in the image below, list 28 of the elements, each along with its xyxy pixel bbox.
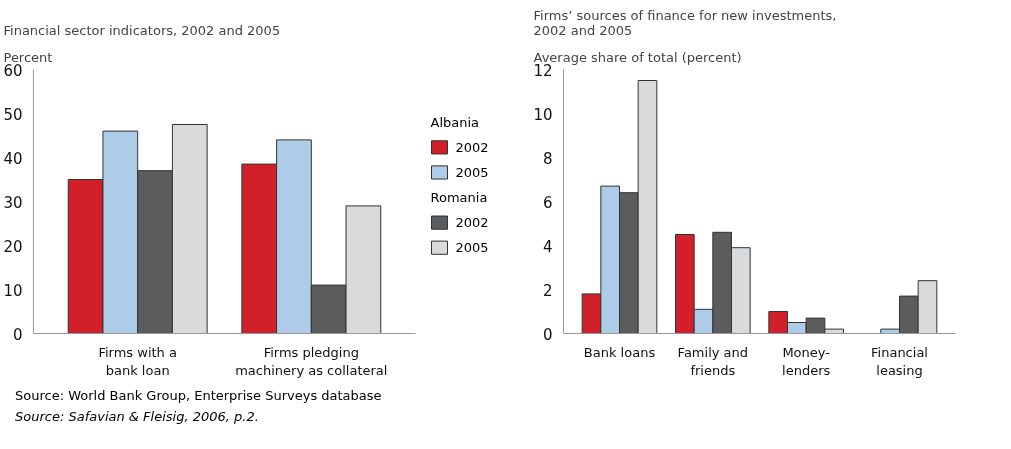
x-tick-label: Firms pledging machinery as collateral — [235, 344, 388, 378]
x-tick-label: Bank loans — [583, 344, 656, 360]
legend-label: 2002 — [455, 139, 489, 155]
legend-label: 2005 — [455, 164, 489, 180]
legend-label: 2005 — [455, 240, 489, 256]
source-note: Source: World Bank Group, Enterprise Surveys database — [15, 387, 382, 405]
text: Albania — [430, 114, 480, 130]
y-tick-label: 40 — [3, 149, 23, 168]
y-tick-label: 10 — [533, 105, 553, 124]
source-note: Source: Safavian & Fleisig, 2006, p.2. — [15, 407, 260, 426]
y-tick-label: 6 — [542, 193, 553, 212]
x-tick-label: Firms with a bank loan — [98, 344, 177, 378]
y-tick-label: 10 — [3, 281, 23, 300]
y-tick-label: 8 — [542, 149, 553, 168]
x-tick-label: Financial leasing — [871, 344, 928, 378]
chart-title: Firms’ sources of finance for new investments, 2002 and 2005 — [533, 7, 837, 38]
y-tick-label: 4 — [542, 237, 553, 256]
x-tick-label: Family and friends — [677, 344, 749, 378]
legend-label: 2002 — [455, 215, 489, 231]
y-tick-label: 50 — [3, 105, 23, 124]
x-tick-label: Money- lenders — [782, 344, 831, 378]
y-tick-label: 0 — [542, 325, 553, 344]
y-tick-label: 0 — [12, 325, 23, 344]
y-tick-label: 2 — [542, 281, 553, 300]
y-tick-label: 30 — [3, 193, 23, 212]
chart-title: Financial sector indicators, 2002 and 2005 — [3, 22, 281, 38]
y-tick-label: 20 — [3, 237, 23, 256]
text: Romania — [430, 190, 488, 206]
